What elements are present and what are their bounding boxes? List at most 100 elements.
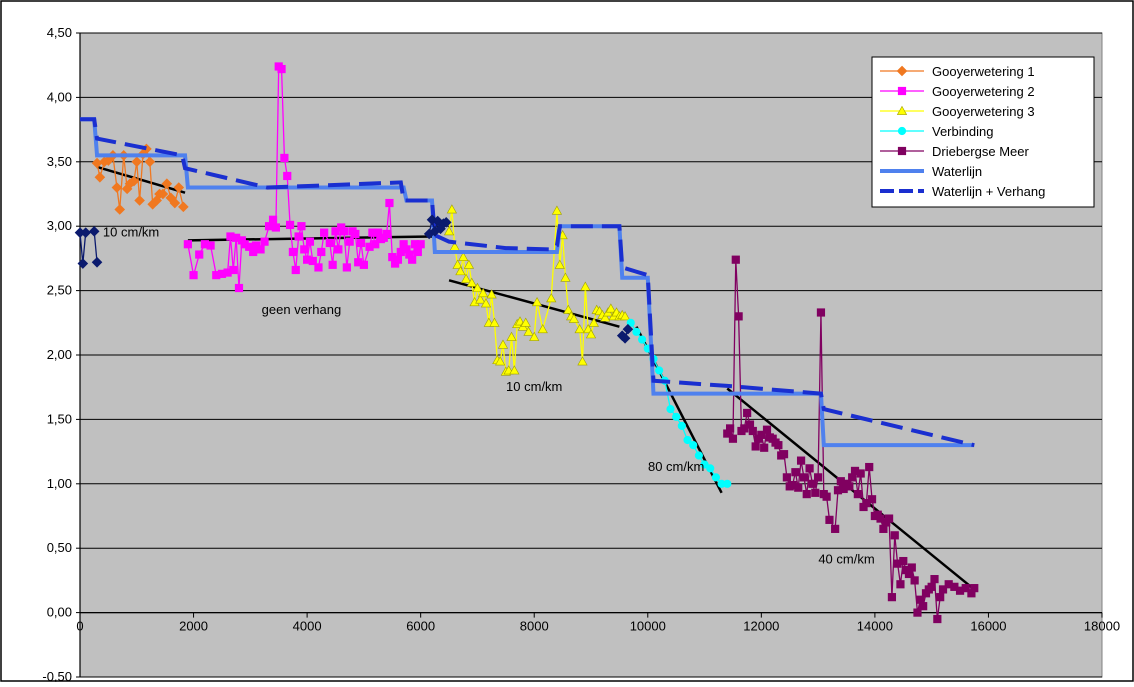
data-point xyxy=(751,442,760,451)
data-point xyxy=(970,584,979,593)
legend-label: Driebergse Meer xyxy=(932,144,1029,159)
data-point xyxy=(300,245,309,254)
data-point xyxy=(546,293,557,303)
annotation-label: 40 cm/km xyxy=(818,552,874,567)
data-point xyxy=(723,479,732,488)
data-point xyxy=(811,488,820,497)
data-point xyxy=(760,443,769,452)
data-point xyxy=(930,575,939,584)
data-point xyxy=(897,146,907,156)
data-point xyxy=(529,331,540,341)
data-point xyxy=(927,582,936,591)
data-point xyxy=(325,238,334,248)
legend-entry: Driebergse Meer xyxy=(880,144,1029,159)
data-point xyxy=(700,460,709,469)
data-point xyxy=(884,514,894,523)
data-point xyxy=(622,323,634,335)
data-point xyxy=(574,324,585,334)
data-point xyxy=(887,593,897,602)
series-line xyxy=(80,117,975,448)
x-tick-label: 12000 xyxy=(743,619,779,634)
legend-entry: Gooyerwetering 1 xyxy=(880,64,1035,79)
data-point xyxy=(907,563,916,572)
data-point xyxy=(822,492,831,501)
data-point xyxy=(288,247,298,257)
legend-entry: Waterlijn + Verhang xyxy=(880,184,1045,199)
data-point xyxy=(683,435,692,445)
data-point xyxy=(677,421,686,430)
data-point xyxy=(169,197,181,209)
data-point xyxy=(268,215,278,224)
data-point xyxy=(706,464,715,473)
data-point xyxy=(80,227,91,238)
data-point xyxy=(339,227,349,236)
data-point xyxy=(285,220,295,230)
data-point xyxy=(371,240,380,249)
data-point xyxy=(356,238,366,248)
data-point xyxy=(808,479,817,488)
data-point xyxy=(672,412,681,421)
legend-label: Gooyerwetering 3 xyxy=(932,104,1035,119)
data-point xyxy=(283,171,292,181)
data-point xyxy=(88,226,100,237)
data-point xyxy=(938,585,948,594)
y-tick-label: 0,50 xyxy=(47,540,72,555)
x-tick-label: 4000 xyxy=(293,619,322,634)
x-tick-label: 18000 xyxy=(1084,619,1120,634)
legend-label: Waterlijn + Verhang xyxy=(932,184,1045,199)
data-series xyxy=(74,62,979,624)
legend-label: Gooyerwetering 1 xyxy=(932,64,1035,79)
data-point xyxy=(619,311,631,321)
data-point xyxy=(308,256,317,266)
data-point xyxy=(489,317,500,327)
y-tick-label: -0,50 xyxy=(42,669,72,682)
data-point xyxy=(794,483,803,492)
data-point xyxy=(762,425,772,434)
data-point xyxy=(520,317,531,327)
data-point xyxy=(486,289,497,299)
legend-label: Gooyerwetering 2 xyxy=(932,84,1035,99)
data-point xyxy=(961,584,970,593)
data-point xyxy=(896,105,908,115)
data-point xyxy=(157,188,169,200)
annotation-label: 80 cm/km xyxy=(648,459,704,474)
data-point xyxy=(865,462,874,472)
data-point xyxy=(382,229,391,239)
y-tick-label: 4,50 xyxy=(47,25,72,40)
data-point xyxy=(814,473,823,482)
data-point xyxy=(345,237,354,246)
data-point xyxy=(867,495,877,504)
data-point xyxy=(161,178,173,190)
data-point xyxy=(666,404,675,414)
data-point xyxy=(128,175,140,187)
data-point xyxy=(605,303,616,313)
data-point xyxy=(446,204,458,214)
data-point xyxy=(774,441,783,450)
data-point xyxy=(260,237,269,246)
data-point xyxy=(385,198,394,208)
data-point xyxy=(271,223,280,232)
data-point xyxy=(134,195,145,206)
data-point xyxy=(189,271,198,280)
data-point xyxy=(560,272,571,282)
annotation-label: 10 cm/km xyxy=(506,379,562,394)
data-point xyxy=(899,556,908,566)
data-point xyxy=(342,263,351,272)
data-point xyxy=(77,258,89,269)
data-point xyxy=(478,287,489,298)
data-point xyxy=(458,251,469,262)
data-point xyxy=(497,339,509,349)
series-2 xyxy=(443,204,631,376)
y-tick-label: 2,00 xyxy=(47,347,72,362)
data-point xyxy=(460,273,472,283)
data-point xyxy=(94,171,106,183)
data-point xyxy=(452,259,463,269)
data-point xyxy=(632,327,641,336)
legend-entry: Gooyerwetering 2 xyxy=(880,84,1035,99)
x-tick-label: 6000 xyxy=(406,619,435,634)
data-point xyxy=(805,464,814,473)
x-tick-label: 14000 xyxy=(857,619,893,634)
series-9 xyxy=(616,323,634,344)
data-point xyxy=(443,226,455,236)
y-tick-label: 3,50 xyxy=(47,154,72,169)
